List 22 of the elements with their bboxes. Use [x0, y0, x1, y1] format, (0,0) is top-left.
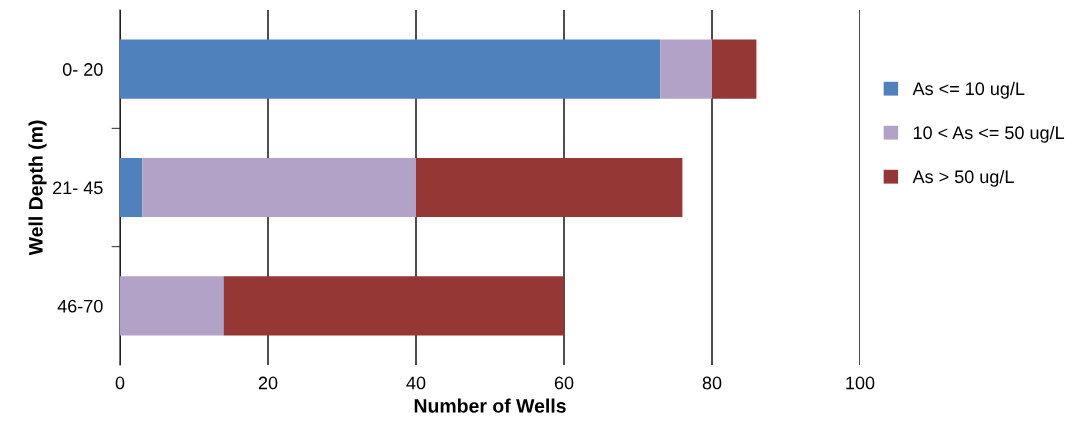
y-tick-label: 0- 20: [62, 63, 103, 76]
y-tick-label: 21- 45: [53, 181, 103, 195]
x-tick-label: 0: [115, 376, 125, 390]
x-tick-label: 40: [406, 376, 426, 390]
x-tick-label: 20: [258, 376, 278, 390]
bar: [660, 39, 712, 99]
bar: [712, 39, 757, 99]
bar: [223, 276, 564, 336]
legend-label: As <= 10 ug/L: [912, 81, 1025, 99]
bar: [120, 39, 661, 99]
x-tick-label: 60: [554, 376, 574, 390]
legend-label: 10 < As <= 50 ug/L: [913, 125, 1065, 143]
x-axis-title: Number of Wells: [414, 398, 566, 413]
bar: [120, 276, 224, 336]
bar: [416, 157, 683, 218]
y-axis-title: Well Depth (m): [28, 120, 47, 256]
x-tick-label: 100: [846, 376, 875, 390]
bar: [142, 157, 416, 218]
x-tick-label: 80: [702, 376, 722, 390]
y-tick-label: 46-70: [57, 299, 103, 313]
bar: [120, 157, 143, 218]
legend-label: As > 50 ug/L: [912, 169, 1014, 187]
